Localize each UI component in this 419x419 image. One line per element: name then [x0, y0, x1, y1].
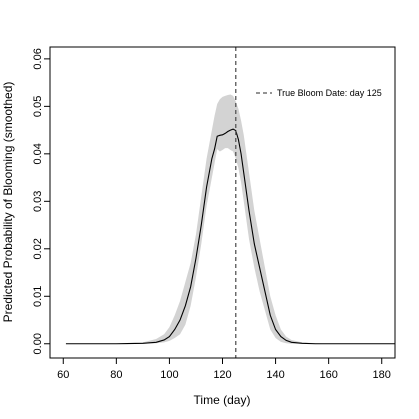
series-line: [65, 128, 395, 345]
x-tick-label: 160: [319, 369, 337, 381]
confidence-band: [65, 94, 396, 344]
y-tick-label: 0.01: [32, 286, 44, 307]
y-tick-label: 0.05: [32, 96, 44, 117]
x-tick-label: 120: [213, 369, 231, 381]
x-tick-label: 80: [110, 369, 122, 381]
y-tick-label: 0.02: [32, 238, 44, 259]
legend-label: True Bloom Date: day 125: [277, 88, 382, 98]
x-tick-label: 100: [160, 369, 178, 381]
y-axis: 0.00 0.01 0.02 0.03 0.04 0.05 0.06: [32, 48, 50, 354]
y-tick-label: 0.00: [32, 333, 44, 354]
y-tick-label: 0.04: [32, 143, 44, 164]
y-tick-label: 0.06: [32, 48, 44, 69]
x-tick-label: 60: [57, 369, 69, 381]
legend: True Bloom Date: day 125: [256, 88, 382, 98]
x-tick-label: 180: [373, 369, 391, 381]
y-tick-label: 0.03: [32, 191, 44, 212]
y-axis-title: Predicted Probability of Blooming (smoot…: [1, 82, 15, 323]
x-axis: 60 80 100 120 140 160 180: [57, 358, 391, 381]
plot-area: [65, 47, 396, 358]
x-tick-label: 140: [266, 369, 284, 381]
x-axis-title: Time (day): [194, 393, 251, 407]
